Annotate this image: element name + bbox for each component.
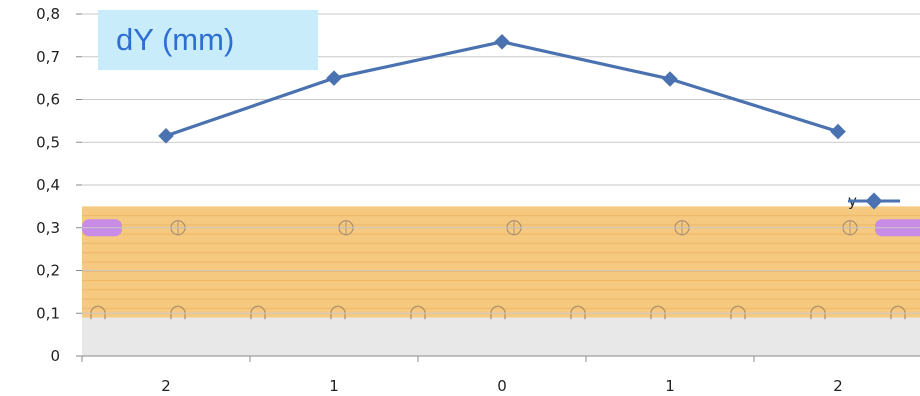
x-tick-label: 0: [497, 377, 507, 395]
background-arch: [330, 305, 346, 320]
data-point: [158, 128, 174, 144]
y-tick-label: 0,3: [36, 219, 60, 237]
data-point: [662, 71, 678, 87]
background-arch: [570, 305, 586, 320]
background-drawing: [82, 206, 920, 356]
background-arch: [170, 305, 186, 320]
y-tick-label: 0,1: [36, 304, 60, 322]
axes: 0 0,1 0,2 0,3 0,4 0,5 0,6 0,7 0,8 2 1 0 1 2: [36, 5, 920, 395]
x-tick-label: 1: [665, 377, 675, 395]
data-point: [326, 70, 342, 86]
legend-swatch: [848, 192, 900, 210]
x-tick-label: 2: [833, 377, 843, 395]
background-lower-band: [82, 317, 920, 356]
x-tick-label: 1: [329, 377, 339, 395]
y-tick-label: 0,2: [36, 262, 60, 280]
y-tick-label: 0,6: [36, 91, 60, 109]
background-arch: [490, 305, 506, 320]
x-tick-label: 2: [161, 377, 171, 395]
background-arch: [410, 305, 426, 320]
background-arch: [90, 305, 106, 320]
y-tick-label: 0,7: [36, 48, 60, 66]
legend: y: [848, 190, 900, 212]
background-arch: [890, 305, 906, 320]
y-tick-label: 0,8: [36, 5, 60, 23]
data-point: [830, 123, 846, 140]
series-layer: [158, 34, 846, 144]
y-tick-label: 0,5: [36, 133, 60, 151]
chart-title: dY (mm): [98, 10, 318, 70]
y-tick-label: 0: [50, 347, 60, 365]
y-tick-label: 0,4: [36, 176, 60, 194]
data-point: [494, 34, 510, 50]
background-arch: [810, 305, 826, 320]
background-arch: [250, 305, 266, 320]
background-arch: [650, 305, 666, 320]
background-arch: [730, 305, 746, 320]
